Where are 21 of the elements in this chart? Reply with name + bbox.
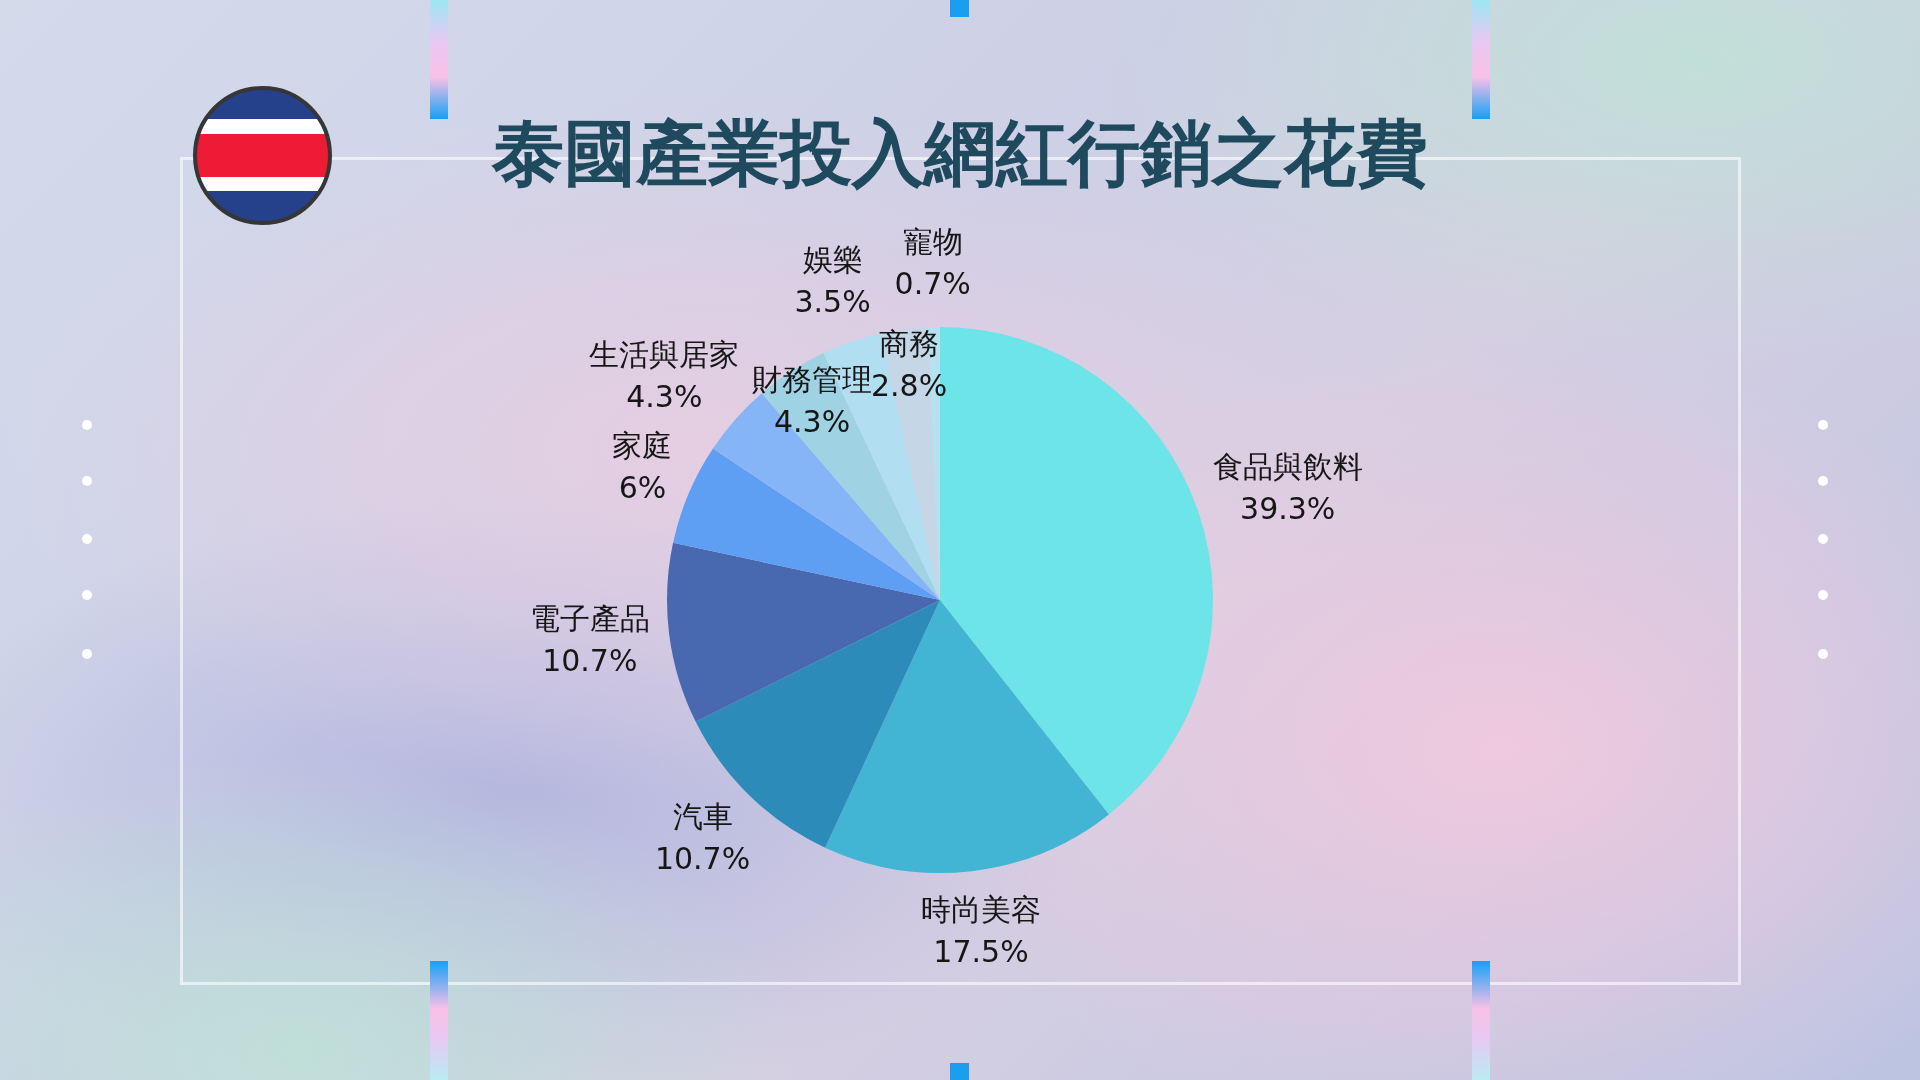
data-label: 10.7% xyxy=(542,642,638,678)
slice-label: 商務 xyxy=(879,326,940,362)
slice-label: 汽車 xyxy=(672,799,733,835)
slice-label: 生活與居家 xyxy=(589,336,740,372)
data-label: 0.7% xyxy=(894,265,971,301)
data-label: 3.5% xyxy=(794,283,871,319)
slice-label: 財務管理 xyxy=(752,361,873,397)
slice-label: 寵物 xyxy=(902,223,963,259)
data-label: 17.5% xyxy=(933,933,1029,969)
data-label: 4.3% xyxy=(774,403,851,439)
slice-label: 家庭 xyxy=(612,428,673,464)
slice-label: 食品與飲料 xyxy=(1212,449,1363,485)
data-label: 6% xyxy=(618,470,667,506)
data-label: 10.7% xyxy=(654,841,751,877)
data-label: 39.3% xyxy=(1240,491,1336,527)
data-label: 4.3% xyxy=(626,378,703,414)
chart-title: 泰國產業投入網紅行銷之花費 xyxy=(490,110,1429,197)
slice-label: 娛樂 xyxy=(802,241,863,277)
data-label: 2.8% xyxy=(870,368,948,404)
slice-label: 時尚美容 xyxy=(921,891,1042,927)
slice-label: 電子產品 xyxy=(529,600,650,636)
